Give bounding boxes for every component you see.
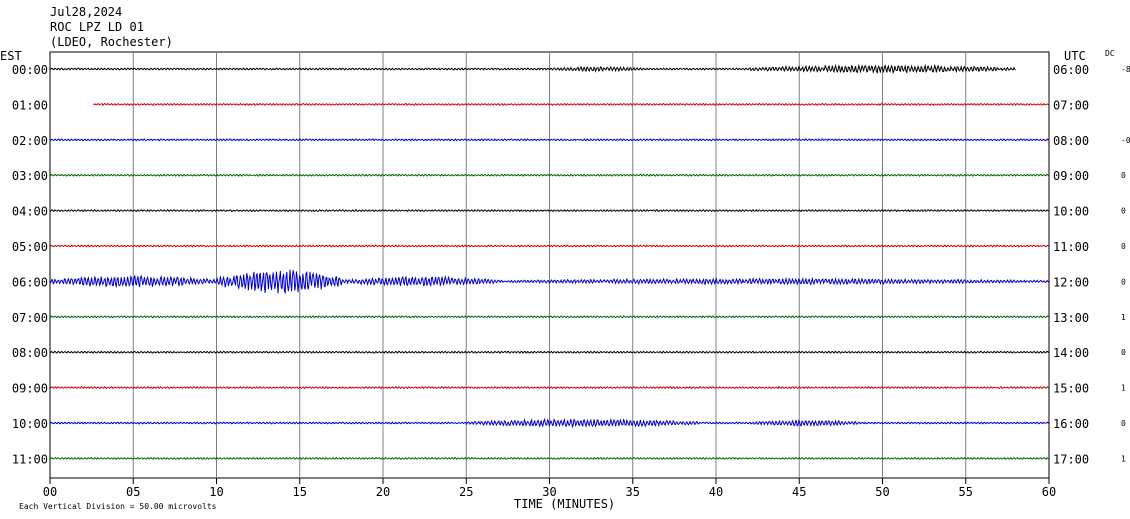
x-tick-label: 60 [1042, 485, 1056, 499]
right-axis-label: UTC [1064, 49, 1086, 63]
x-tick-label: 40 [709, 485, 723, 499]
x-tick-label: 05 [126, 485, 140, 499]
x-tick-label: 10 [209, 485, 223, 499]
header-location: (LDEO, Rochester) [50, 35, 173, 49]
trace-0600 [49, 269, 1049, 295]
row-dc-offset: 0 [1121, 419, 1126, 428]
trace-0900 [49, 385, 1049, 390]
x-axis-label: TIME (MINUTES) [514, 497, 615, 511]
row-label-utc: 11:00 [1053, 240, 1089, 254]
x-tick-label: 55 [959, 485, 973, 499]
row-label-utc: 06:00 [1053, 63, 1089, 77]
trace-0200 [49, 138, 1049, 142]
row-label-est: 10:00 [12, 417, 48, 431]
footer: TIME (MINUTES) Each Vertical Division = … [19, 497, 615, 511]
row-label-est: 06:00 [12, 275, 48, 289]
row-dc-offset: 0 [1121, 242, 1126, 251]
trace-0800 [49, 350, 1049, 354]
row-dc-offset: 1 [1121, 313, 1126, 322]
row-label-utc: 10:00 [1053, 205, 1089, 219]
row-label-utc: 12:00 [1053, 275, 1089, 289]
row-labels: 00:00 06:00 -8 01:00 07:00 02:00 08:00 -0 03:00 0… [12, 63, 1130, 466]
x-tick-label: 25 [459, 485, 473, 499]
row-label-est: 11:00 [12, 452, 48, 466]
row-label-utc: 08:00 [1053, 134, 1089, 148]
x-tick-label: 35 [626, 485, 640, 499]
dc-label: DC [1105, 49, 1115, 58]
row-label-est: 01:00 [12, 98, 48, 112]
row-label-utc: 13:00 [1053, 311, 1089, 325]
row-label-utc: 15:00 [1053, 382, 1089, 396]
row-label-est: 07:00 [12, 311, 48, 325]
row-dc-offset: -8 [1121, 65, 1130, 74]
row-label-est: 03:00 [12, 169, 48, 183]
row-dc-offset: 1 [1121, 384, 1126, 393]
x-tick-label: 50 [875, 485, 889, 499]
row-dc-offset: 1 [1121, 454, 1126, 463]
grid [132, 52, 967, 478]
row-dc-offset: 0 [1121, 348, 1126, 357]
header-station: ROC LPZ LD 01 [50, 20, 144, 34]
row-label-est: 05:00 [12, 240, 48, 254]
x-tick-label: 00 [43, 485, 57, 499]
traces [49, 63, 1049, 461]
x-tick-label: 20 [376, 485, 390, 499]
header-date: Jul28,2024 [50, 5, 122, 19]
row-label-utc: 17:00 [1053, 452, 1089, 466]
trace-1000 [49, 417, 1049, 429]
x-tick-label: 45 [792, 485, 806, 499]
row-dc-offset: 0 [1121, 171, 1126, 180]
trace-0100 [92, 102, 1049, 107]
row-label-est: 09:00 [12, 382, 48, 396]
row-label-utc: 09:00 [1053, 169, 1089, 183]
row-dc-offset: -0 [1121, 136, 1130, 145]
row-label-utc: 14:00 [1053, 346, 1089, 360]
trace-1100 [49, 456, 1049, 461]
row-label-est: 08:00 [12, 346, 48, 360]
x-axis-ticks: 00 05 10 15 20 25 30 35 40 45 50 55 60 [43, 478, 1056, 499]
trace-0300 [49, 173, 1049, 177]
row-dc-offset: 0 [1121, 207, 1126, 216]
row-label-est: 04:00 [12, 205, 48, 219]
x-tick-label: 30 [542, 485, 556, 499]
trace-0500 [49, 244, 1049, 248]
trace-0400 [49, 208, 1049, 213]
row-dc-offset: 0 [1121, 277, 1126, 286]
header: Jul28,2024 ROC LPZ LD 01 (LDEO, Rocheste… [0, 5, 1115, 63]
row-label-utc: 16:00 [1053, 417, 1089, 431]
x-tick-label: 15 [293, 485, 307, 499]
row-label-est: 02:00 [12, 134, 48, 148]
row-label-est: 00:00 [12, 63, 48, 77]
scale-note: Each Vertical Division = 50.00 microvolt… [19, 502, 217, 511]
row-label-utc: 07:00 [1053, 98, 1089, 112]
trace-0700 [49, 315, 1049, 319]
trace-0000 [49, 63, 1016, 75]
left-axis-label: EST [0, 49, 22, 63]
